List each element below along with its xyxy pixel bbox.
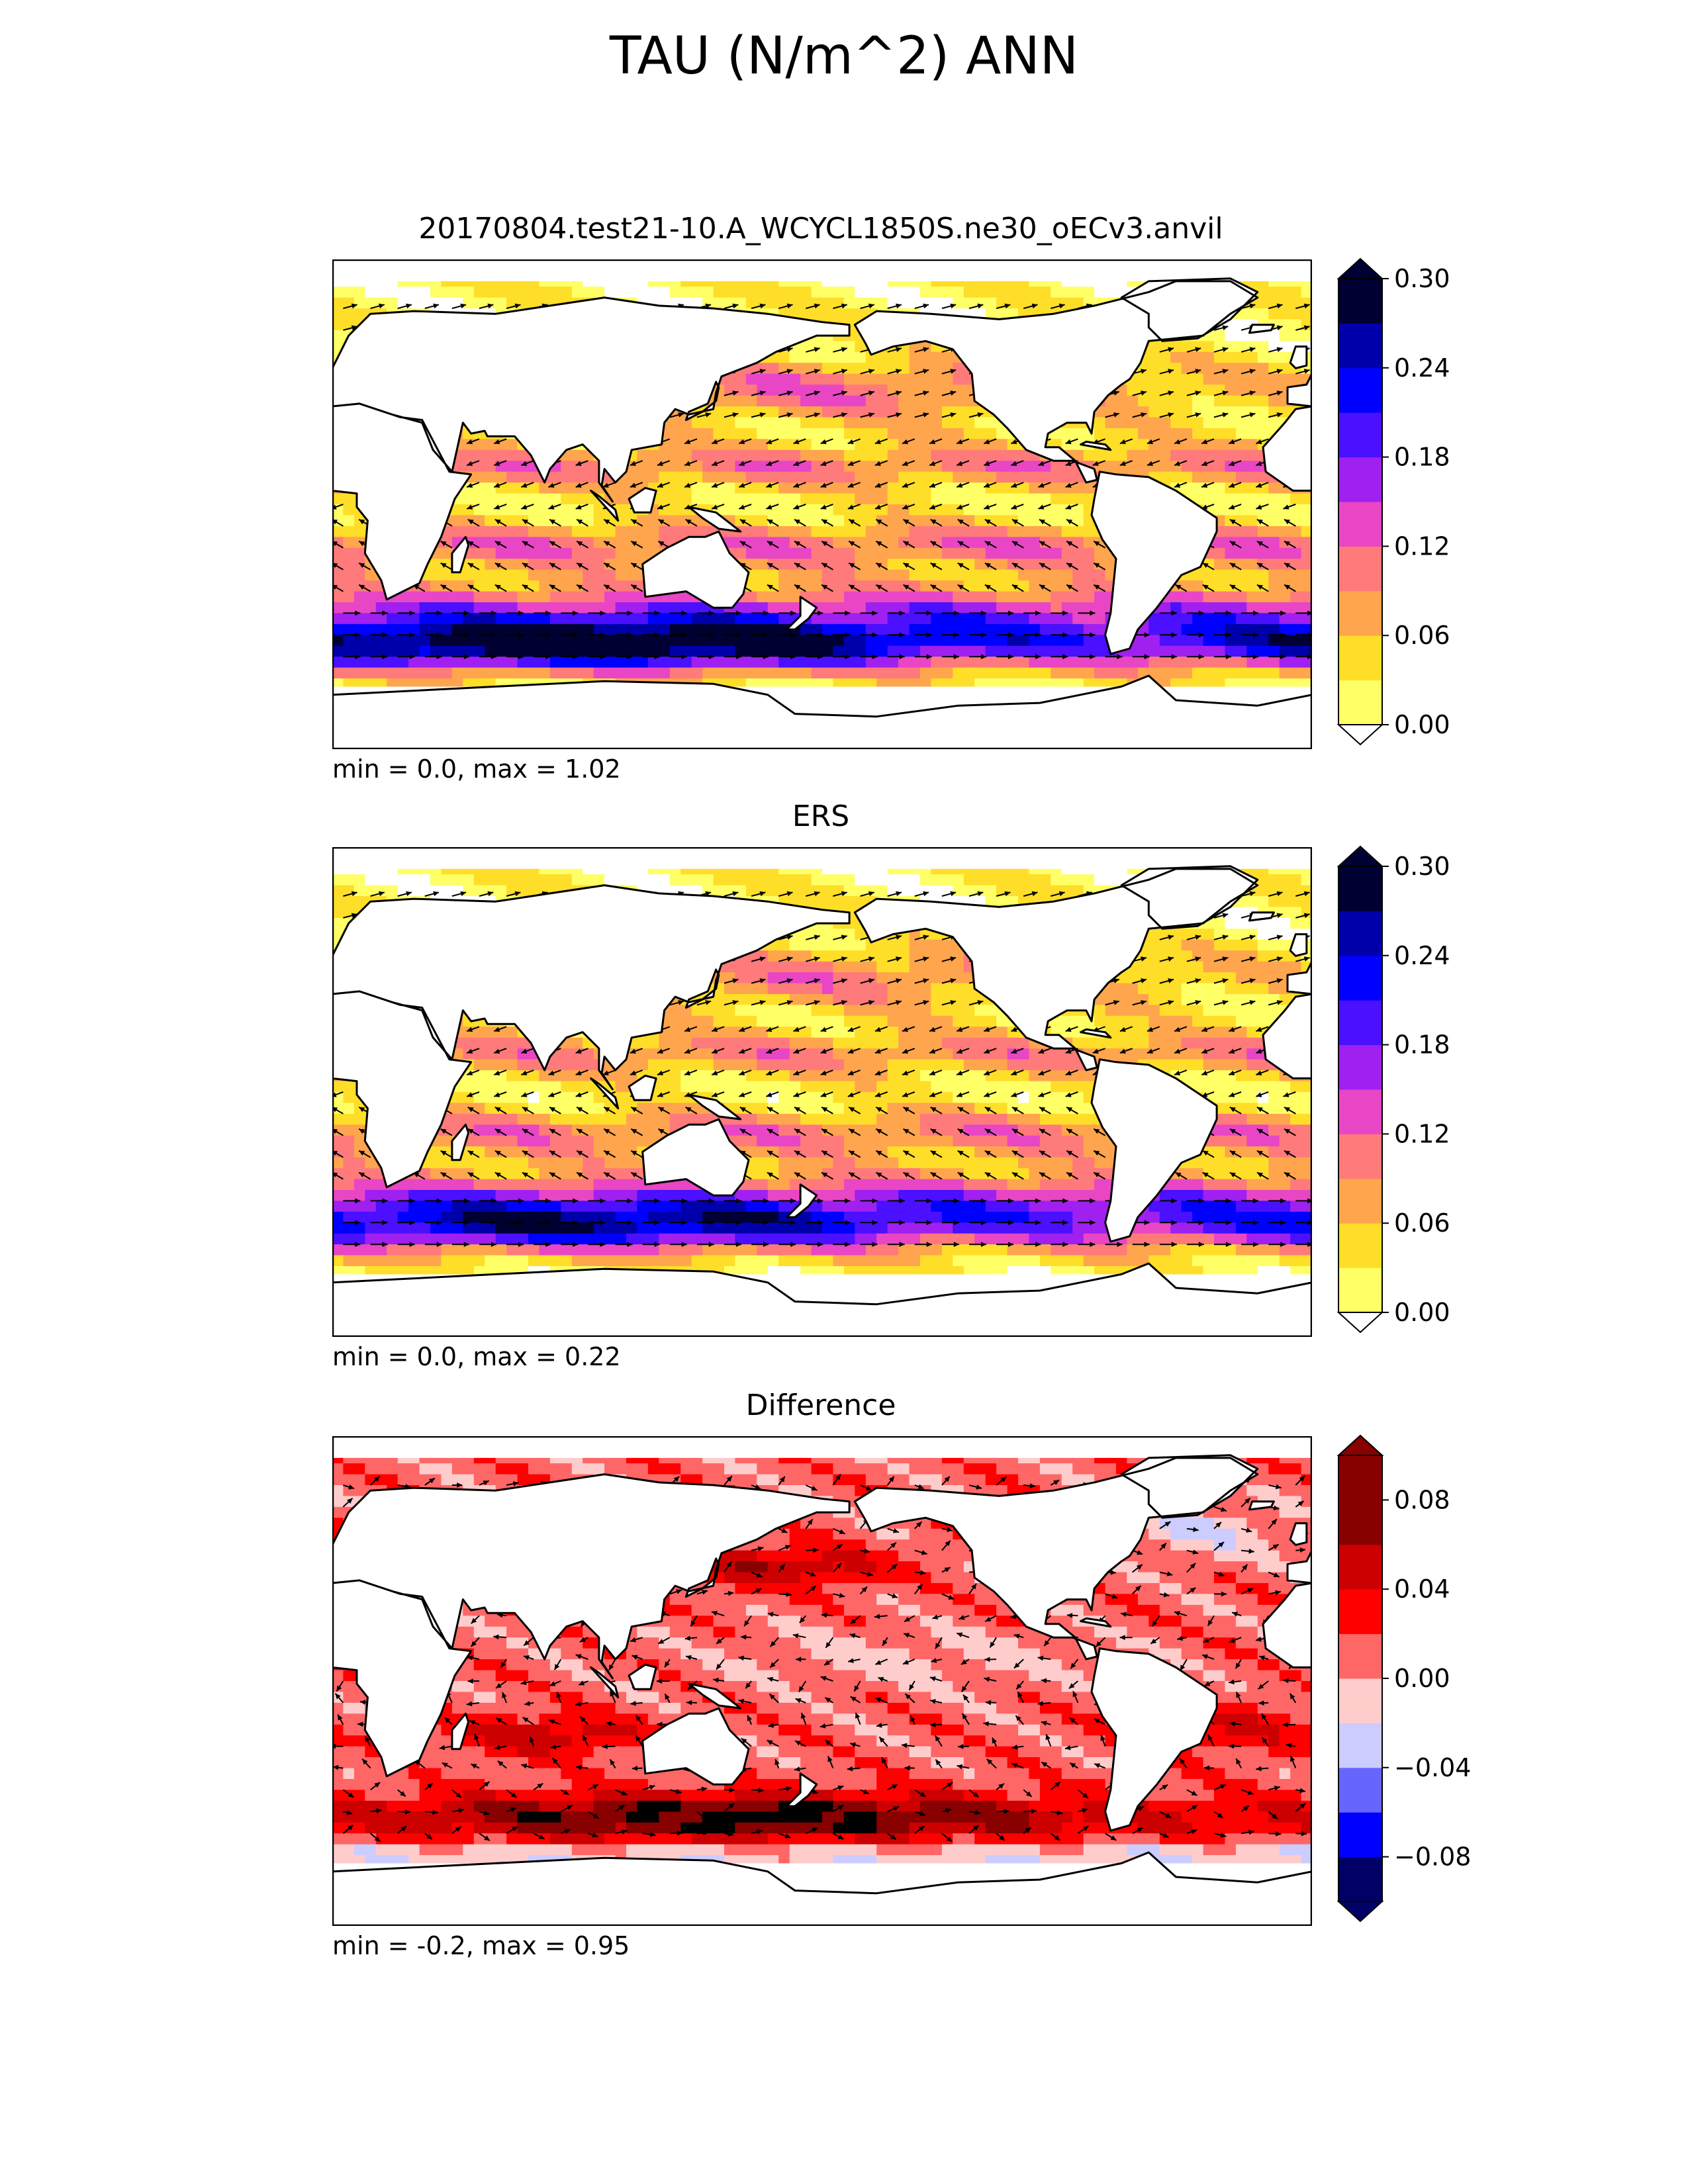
colorbar-bin [1338,1500,1382,1545]
panel-2-title: ERS [792,799,850,833]
panel-2-colorbar: 0.00 0.06 0.12 0.18 0.24 0.30 [1336,845,1450,1334]
panel-2-stats: min = 0.0, max = 0.22 [332,1342,621,1371]
colorbar-bin [1338,866,1382,911]
coastlines [332,865,1312,1337]
colorbar-bin [1338,1633,1382,1679]
panel-1-stats: min = 0.0, max = 1.02 [332,754,621,784]
colorbar-bin [1338,1267,1382,1313]
colorbar-bin [1338,1455,1382,1500]
colorbar-tick-label: 0.12 [1394,531,1450,561]
panel-1-colorbar: 0.00 0.06 0.12 0.18 0.24 0.30 [1336,257,1450,746]
colorbar-bin [1338,590,1382,636]
colorbar-bin [1338,680,1382,725]
colorbar-bin [1338,1000,1382,1046]
colorbar-bin [1338,279,1382,324]
panel-3-stats: min = -0.2, max = 0.95 [332,1931,630,1960]
colorbar-bin [1338,1178,1382,1224]
colorbar-bin [1338,1812,1382,1858]
colorbar-bin [1338,1723,1382,1768]
colorbar-tick-label: 0.04 [1394,1574,1450,1604]
colorbar-tick-label: 0.06 [1394,621,1450,650]
coastlines [332,1454,1312,1926]
colorbar-bin [1338,1044,1382,1090]
colorbar-extend-max [1336,845,1384,867]
colorbar-extend-max [1336,1434,1384,1456]
colorbar-bin [1338,955,1382,1001]
colorbar-tick-label: 0.12 [1394,1119,1450,1148]
colorbar-tick-label: 0.00 [1394,710,1450,739]
panel-3-map [332,1436,1312,1926]
colorbar-tick-label: 0.06 [1394,1208,1450,1238]
colorbar-tick-label: 0.00 [1394,1298,1450,1327]
field-layer [332,868,1312,1275]
colorbar-bin [1338,635,1382,681]
colorbar-extend-min [1336,1312,1384,1334]
colorbar-bin [1338,367,1382,413]
colorbar-bin [1338,1856,1382,1902]
colorbar-extend-min [1336,724,1384,746]
colorbar-tick-label: 0.30 [1394,264,1450,293]
colorbar-frame [1338,278,1383,725]
panel-3-colorbar: −0.08 −0.04 0.00 0.04 0.08 [1336,1434,1471,1923]
colorbar-tick-label: 0.24 [1394,353,1450,383]
panel-1-title: 20170804.test21-10.A_WCYCL1850S.ne30_oEC… [418,212,1223,246]
colorbar-bin [1338,502,1382,547]
colorbar-bin [1338,1678,1382,1723]
colorbar-bin [1338,1134,1382,1179]
colorbar-bin [1338,1544,1382,1590]
map-frame [332,847,1312,1337]
colorbar-bin [1338,1223,1382,1269]
colorbar-extend-min [1336,1901,1384,1923]
colorbar-bin [1338,911,1382,956]
colorbar-tick-label: 0.18 [1394,1030,1450,1060]
colorbar-tick-label: −0.08 [1394,1843,1471,1872]
colorbar-bin [1338,1589,1382,1635]
colorbar-bin [1338,1767,1382,1813]
map-frame [332,1436,1312,1926]
colorbar-bin [1338,546,1382,592]
colorbar-tick-label: 0.18 [1394,443,1450,472]
colorbar-tick-label: −0.04 [1394,1753,1471,1782]
colorbar-extend-max [1336,257,1384,279]
figure-title: TAU (N/m^2) ANN [609,26,1079,86]
colorbar-tick-label: 0.30 [1394,852,1450,881]
colorbar-tick-label: 0.08 [1394,1485,1450,1514]
colorbar-tick-label: 0.00 [1394,1664,1450,1693]
coastlines [332,277,1312,749]
map-frame [332,259,1312,749]
panel-3-title: Difference [745,1388,896,1422]
panel-2-map [332,847,1312,1337]
colorbar-bin [1338,412,1382,458]
panel-1-map [332,259,1312,749]
colorbar-bin [1338,323,1382,369]
colorbar-bin [1338,457,1382,502]
colorbar-frame [1338,866,1383,1313]
colorbar-tick-label: 0.24 [1394,941,1450,970]
colorbar-bin [1338,1089,1382,1134]
